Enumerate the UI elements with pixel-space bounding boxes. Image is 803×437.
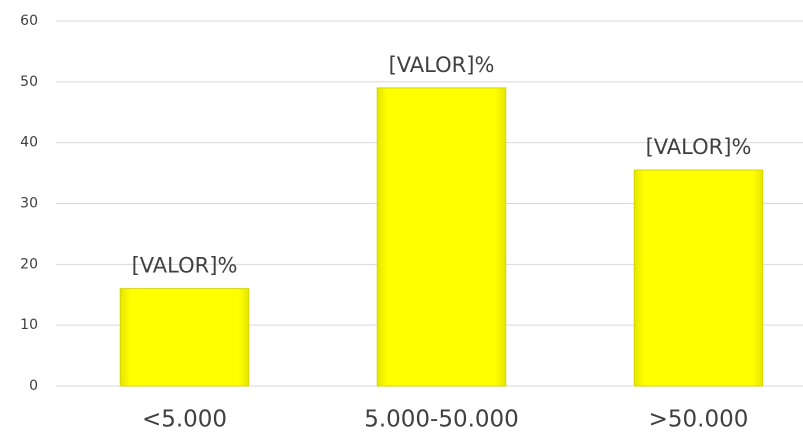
data-label: [VALOR]% xyxy=(646,135,752,159)
bar xyxy=(119,288,250,387)
y-tick-label: 30 xyxy=(20,196,38,212)
y-tick-label: 10 xyxy=(20,317,38,333)
y-tick-label: 50 xyxy=(20,74,38,90)
x-tick-label: <5.000 xyxy=(142,407,227,433)
y-tick-label: 20 xyxy=(20,256,38,272)
y-tick-label: 60 xyxy=(20,13,38,29)
y-tick-label: 0 xyxy=(29,378,38,394)
x-tick-label: 5.000-50.000 xyxy=(364,407,519,433)
x-tick-label: >50.000 xyxy=(649,407,749,433)
y-tick-label: 40 xyxy=(20,135,38,151)
data-label: [VALOR]% xyxy=(389,53,495,77)
bar xyxy=(376,87,507,387)
bar xyxy=(633,169,764,387)
data-label: [VALOR]% xyxy=(132,254,238,278)
